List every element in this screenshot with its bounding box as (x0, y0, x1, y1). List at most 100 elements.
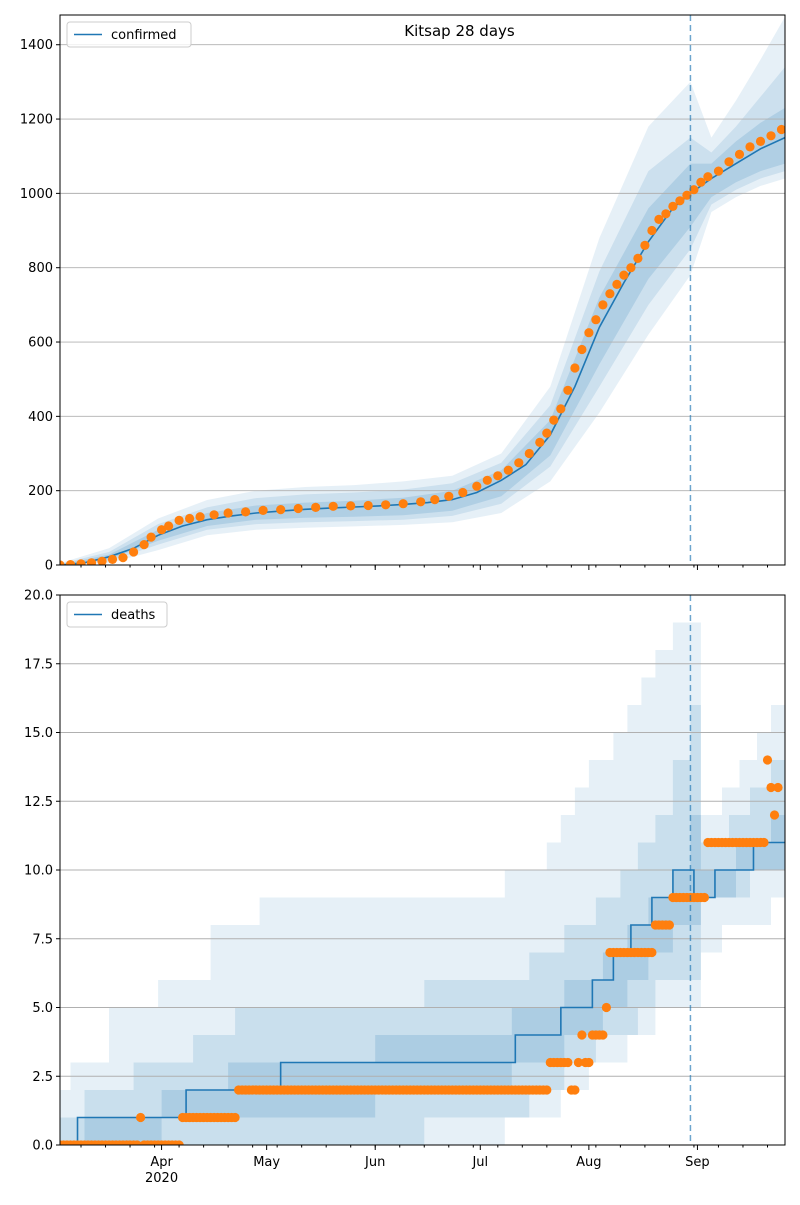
observed-point (577, 1030, 587, 1040)
observed-point (136, 1112, 146, 1123)
observed-point (668, 201, 678, 211)
y-tick-label: 800 (28, 261, 53, 276)
observed-point (258, 505, 268, 515)
observed-point (118, 553, 128, 563)
observed-point (664, 920, 675, 930)
x-tick-label: Sep (685, 1155, 710, 1170)
observed-point (472, 481, 482, 491)
observed-point (573, 1057, 584, 1068)
observed-point (76, 559, 86, 565)
observed-point (482, 475, 492, 485)
observed-point (570, 363, 580, 373)
observed-point (363, 500, 373, 511)
observed-point (60, 560, 65, 565)
observed-point (195, 512, 205, 522)
observed-point (107, 554, 118, 565)
chart-panel-1: 0 200 400 600 800 1000 1200 1400 Kitsap 28 days c… (20, 14, 786, 574)
observed-point (755, 136, 766, 146)
x-tick-label: Jun (364, 1155, 385, 1170)
observed-point (346, 501, 356, 511)
y-tick-label: 0 (45, 559, 53, 574)
y-tick-label: 600 (28, 336, 53, 351)
y-tick-label: 1000 (20, 187, 53, 202)
y-tick-label: 17.5 (24, 657, 53, 672)
observed-point (713, 166, 724, 176)
x-tick-sublabel: 2020 (145, 1171, 178, 1186)
observed-point (619, 270, 629, 280)
y-tick-label: 400 (28, 410, 53, 425)
observed-point (209, 510, 219, 520)
observed-point (759, 837, 769, 848)
plot-area (60, 595, 785, 1145)
observed-point (563, 1057, 573, 1068)
observed-point (689, 185, 699, 195)
observed-point (776, 124, 785, 135)
observed-point (381, 500, 391, 510)
observed-point (584, 328, 594, 338)
observed-point (556, 404, 566, 414)
uncertainty-band-1 (60, 16, 785, 565)
observed-point (766, 131, 776, 141)
observed-point (766, 782, 776, 793)
observed-point (734, 149, 745, 159)
observed-point (626, 263, 636, 273)
x-tick-label: Apr (150, 1155, 173, 1170)
observed-point (598, 1030, 608, 1040)
chart-title: Kitsap 28 days (404, 22, 515, 40)
legend-box (66, 21, 192, 48)
legend-box (66, 601, 168, 628)
observed-point (647, 947, 657, 958)
observed-point (444, 491, 454, 501)
observed-point (276, 505, 286, 515)
observed-point (174, 1140, 184, 1145)
observed-point (241, 507, 251, 517)
y-tick-label: 5.0 (32, 1001, 53, 1016)
observed-point (129, 547, 139, 557)
observed-point (699, 892, 710, 903)
y-tick-label: 1200 (20, 113, 53, 128)
observed-point (97, 556, 107, 565)
observed-point (185, 513, 195, 524)
observed-point (524, 448, 534, 459)
uncertainty-band-1 (60, 622, 785, 1145)
observed-point (542, 1085, 552, 1095)
observed-point (773, 782, 783, 793)
legend-label: deaths (111, 608, 156, 623)
observed-point (745, 142, 755, 152)
observed-point (293, 503, 303, 514)
observed-point (164, 521, 174, 531)
y-tick-label: 20.0 (24, 589, 53, 604)
observed-point (633, 253, 643, 263)
observed-point (535, 437, 545, 447)
observed-point (230, 1112, 240, 1123)
y-tick-label: 0.0 (32, 1139, 53, 1154)
observed-point (762, 755, 773, 765)
observed-point (769, 810, 780, 820)
observed-point (605, 289, 615, 299)
observed-point (654, 214, 664, 224)
observed-point (542, 428, 552, 438)
observed-point (132, 1140, 142, 1145)
legend-label: confirmed (111, 28, 177, 43)
x-tick-label: May (253, 1155, 280, 1170)
observed-point (601, 1002, 612, 1013)
y-tick-label: 12.5 (24, 795, 53, 810)
observed-point (577, 344, 587, 355)
x-tick-label: Jul (471, 1155, 488, 1170)
observed-point (598, 300, 608, 310)
y-tick-label: 1400 (20, 38, 53, 53)
observed-point (86, 558, 97, 565)
observed-point (311, 502, 321, 512)
observed-point (503, 465, 513, 475)
observed-point (563, 385, 573, 395)
y-tick-label: 2.5 (32, 1070, 53, 1085)
observed-point (430, 495, 440, 505)
uncertainty-band-3 (60, 815, 785, 1145)
observed-point (661, 209, 671, 219)
y-tick-label: 10.0 (24, 864, 53, 879)
observed-point (146, 532, 156, 542)
legend: confirmed (66, 21, 192, 48)
